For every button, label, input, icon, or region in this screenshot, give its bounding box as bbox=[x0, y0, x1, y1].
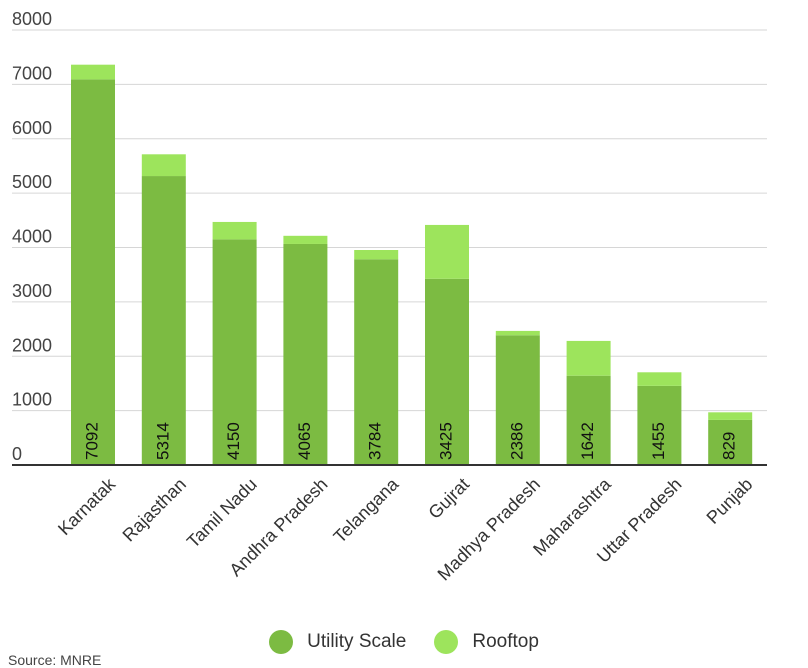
bar-utility-scale-rajasthan[interactable] bbox=[141, 176, 186, 465]
value-label-madhya-pradesh: 2386 bbox=[507, 422, 526, 460]
x-tick-label-rajasthan: Rajasthan bbox=[119, 474, 190, 545]
bar-utility-scale-telangana[interactable] bbox=[354, 259, 399, 465]
y-tick-label-5000: 5000 bbox=[12, 172, 52, 192]
y-tick-label-3000: 3000 bbox=[12, 281, 52, 301]
bar-utility-scale-maharashtra[interactable] bbox=[566, 375, 611, 465]
value-label-andhra-pradesh: 4065 bbox=[295, 422, 314, 460]
source-note: Source: MNRE bbox=[8, 652, 102, 668]
bar-utility-scale-andhra-pradesh[interactable] bbox=[283, 243, 328, 465]
bar-utility-scale-gujrat[interactable] bbox=[425, 278, 469, 465]
bar-rooftop-maharashtra[interactable] bbox=[566, 340, 611, 376]
legend-item-rooftop[interactable]: Rooftop bbox=[434, 630, 539, 654]
y-tick-label-6000: 6000 bbox=[12, 118, 52, 138]
y-tick-label-7000: 7000 bbox=[12, 63, 52, 83]
x-tick-label-gujrat: Gujrat bbox=[424, 474, 473, 523]
legend-swatch-utility-scale bbox=[269, 630, 294, 654]
bar-rooftop-andhra-pradesh[interactable] bbox=[283, 235, 328, 244]
bar-rooftop-rajasthan[interactable] bbox=[141, 154, 186, 177]
x-tick-label-tamil-nadu: Tamil Nadu bbox=[183, 474, 261, 552]
bar-value-labels: 7092 5314 4150 4065 3784 3425 2386 1642 1455 829 bbox=[82, 422, 738, 460]
value-label-telangana: 3784 bbox=[366, 422, 385, 460]
legend-swatch-rooftop bbox=[434, 630, 459, 654]
bar-rooftop-telangana[interactable] bbox=[354, 250, 399, 260]
value-label-rajasthan: 5314 bbox=[153, 422, 172, 460]
bar-rooftop-karnatak[interactable] bbox=[71, 64, 115, 80]
x-tick-label-telangana: Telangana bbox=[329, 473, 403, 547]
value-label-karnatak: 7092 bbox=[82, 422, 101, 460]
bars bbox=[71, 64, 753, 465]
y-tick-label-2000: 2000 bbox=[12, 335, 52, 355]
bar-rooftop-gujrat[interactable] bbox=[425, 224, 469, 279]
bar-utility-scale-uttar-pradesh[interactable] bbox=[637, 385, 682, 465]
x-tick-label-karnatak: Karnatak bbox=[54, 473, 120, 539]
y-axis-tick-labels: 0 1000 2000 3000 4000 5000 6000 7000 8000 bbox=[12, 9, 52, 464]
bar-rooftop-tamil-nadu[interactable] bbox=[212, 221, 257, 240]
bar-rooftop-madhya-pradesh[interactable] bbox=[495, 330, 540, 336]
bar-utility-scale-madhya-pradesh[interactable] bbox=[495, 335, 540, 465]
legend-label-rooftop: Rooftop bbox=[472, 631, 539, 652]
bar-rooftop-punjab[interactable] bbox=[708, 412, 753, 420]
bar-utility-scale-karnatak[interactable] bbox=[71, 79, 115, 465]
bar-rooftop-uttar-pradesh[interactable] bbox=[637, 372, 682, 386]
legend: Utility Scale Rooftop bbox=[0, 628, 808, 656]
bar-utility-scale-tamil-nadu[interactable] bbox=[212, 239, 257, 465]
y-tick-label-8000: 8000 bbox=[12, 9, 52, 29]
value-label-maharashtra: 1642 bbox=[578, 422, 597, 460]
y-tick-label-0: 0 bbox=[12, 444, 22, 464]
legend-label-utility-scale: Utility Scale bbox=[307, 631, 407, 652]
legend-item-utility-scale[interactable]: Utility Scale bbox=[269, 630, 406, 654]
y-tick-label-4000: 4000 bbox=[12, 227, 52, 247]
value-label-gujrat: 3425 bbox=[436, 422, 455, 460]
bar-utility-scale-punjab[interactable] bbox=[708, 419, 753, 465]
y-tick-label-1000: 1000 bbox=[12, 390, 52, 410]
value-label-punjab: 829 bbox=[720, 432, 739, 460]
value-label-uttar-pradesh: 1455 bbox=[649, 422, 668, 460]
stacked-bar-chart: 0 1000 2000 3000 4000 5000 6000 7000 8000 7092 53… bbox=[12, 9, 767, 584]
x-tick-label-punjab: Punjab bbox=[703, 474, 757, 528]
value-label-tamil-nadu: 4150 bbox=[224, 422, 243, 460]
